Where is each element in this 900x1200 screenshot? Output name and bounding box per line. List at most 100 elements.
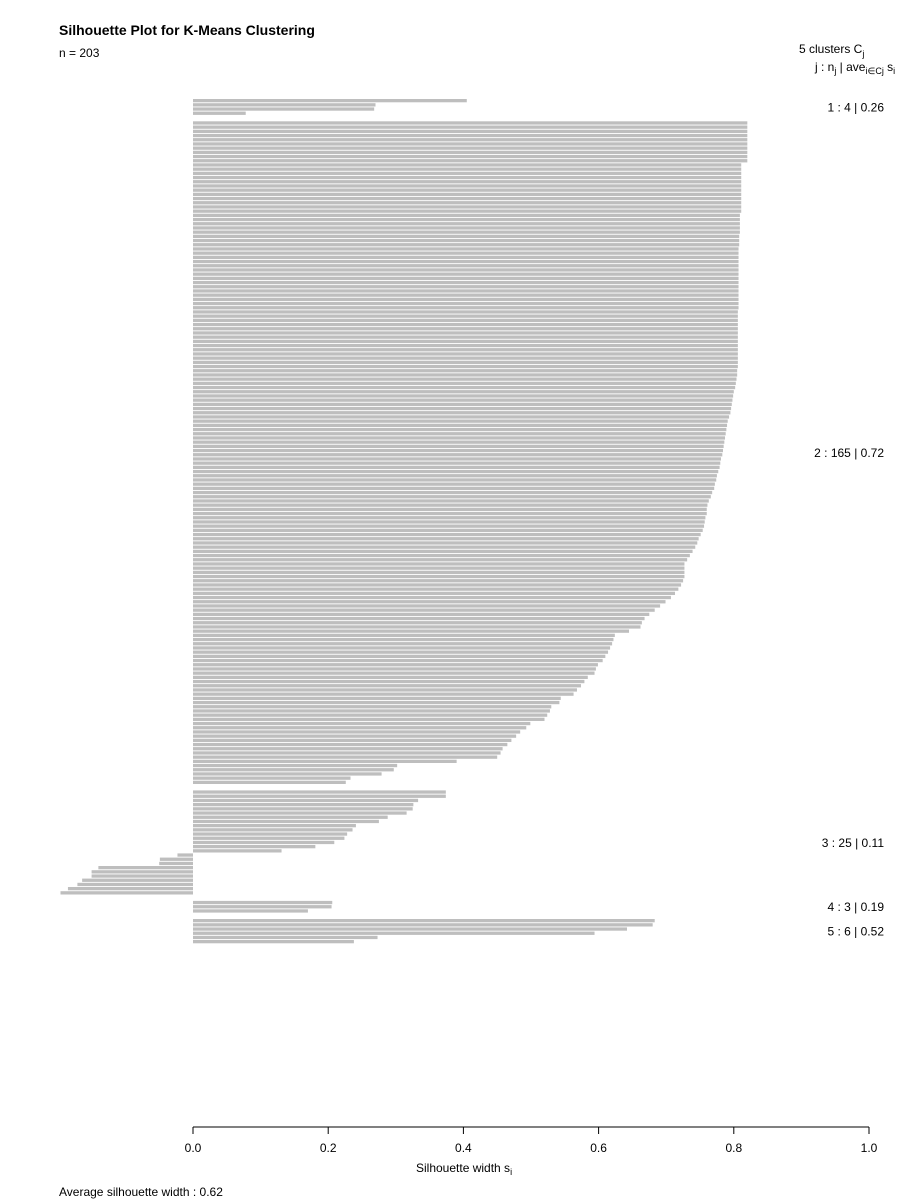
chart-subtitle: n = 203	[59, 46, 100, 60]
silhouette-bar	[193, 129, 748, 133]
silhouette-bar	[193, 600, 666, 604]
silhouette-bar	[193, 180, 742, 184]
silhouette-bar	[193, 268, 739, 272]
silhouette-bar	[193, 679, 585, 684]
silhouette-bar	[193, 558, 688, 562]
silhouette-bar	[193, 107, 375, 111]
x-tick-label: 0.6	[590, 1141, 607, 1155]
silhouette-bar	[193, 448, 723, 453]
silhouette-bar	[193, 612, 650, 616]
silhouette-bar	[193, 516, 706, 520]
silhouette-bar	[193, 111, 246, 115]
silhouette-bar	[193, 545, 696, 549]
silhouette-bar	[193, 923, 653, 927]
silhouette-bar	[193, 629, 630, 633]
silhouette-bar	[193, 734, 517, 738]
x-axis: 0.0 0.2 0.4 0.6 0.8 1.0	[185, 1126, 878, 1155]
silhouette-bar	[193, 327, 738, 331]
silhouette-bar	[193, 486, 715, 490]
silhouette-bar	[193, 836, 345, 840]
silhouette-bar	[193, 348, 738, 352]
silhouette-bar	[193, 511, 707, 516]
silhouette-bar	[193, 432, 726, 436]
silhouette-bar	[193, 507, 707, 511]
silhouette-bar	[159, 857, 193, 861]
silhouette-bar	[193, 759, 457, 763]
silhouette-bar	[193, 222, 740, 226]
silhouette-bar	[193, 167, 742, 171]
silhouette-bar	[193, 811, 407, 815]
legend-columns: j : nj | avei∈Cj si	[814, 60, 895, 76]
silhouette-bar	[193, 306, 739, 310]
silhouette-bar	[193, 343, 738, 348]
silhouette-bar	[193, 566, 685, 570]
silhouette-bar	[193, 461, 721, 465]
silhouette-bar	[193, 751, 501, 755]
silhouette-bar	[193, 621, 642, 625]
silhouette-bar	[193, 423, 728, 427]
silhouette-bar	[193, 402, 732, 406]
silhouette-bar	[193, 562, 685, 566]
silhouette-bar	[193, 444, 724, 448]
silhouette-bar	[193, 747, 503, 751]
silhouette-bar	[193, 440, 725, 444]
silhouette-bar	[193, 798, 419, 803]
silhouette-bar	[193, 453, 723, 457]
silhouette-bar	[193, 528, 703, 532]
silhouette-bar	[193, 633, 615, 637]
silhouette-bar	[193, 705, 552, 709]
silhouette-bar	[193, 251, 739, 255]
silhouette-bar	[193, 755, 498, 759]
silhouette-bar	[193, 322, 738, 327]
silhouette-bar	[82, 878, 193, 882]
silhouette-bar	[193, 616, 645, 621]
silhouette-bar	[193, 905, 332, 909]
silhouette-bar	[193, 272, 739, 276]
silhouette-bar	[193, 369, 738, 373]
silhouette-bar	[193, 293, 739, 297]
silhouette-bar	[193, 427, 727, 432]
silhouette-bar	[193, 192, 742, 196]
silhouette-bar	[193, 713, 548, 717]
silhouette-bar	[91, 870, 193, 874]
silhouette-bar	[193, 849, 282, 853]
x-tick-label: 0.8	[725, 1141, 742, 1155]
bar-group	[60, 99, 748, 944]
silhouette-bar	[193, 726, 527, 730]
silhouette-bar	[193, 390, 734, 394]
silhouette-bar	[193, 807, 413, 811]
silhouette-bar	[193, 209, 742, 213]
silhouette-bar	[193, 99, 467, 103]
silhouette-bar	[193, 503, 708, 507]
silhouette-bar	[193, 549, 693, 553]
silhouette-bar	[193, 608, 655, 612]
silhouette-bar	[193, 478, 717, 482]
average-silhouette-width: Average silhouette width : 0.62	[59, 1185, 223, 1199]
silhouette-bar	[193, 909, 308, 913]
silhouette-bar	[193, 579, 684, 583]
silhouette-bar	[193, 138, 748, 142]
cluster-label-5: 5 : 6 | 0.52	[828, 925, 885, 939]
silhouette-bar	[193, 815, 388, 819]
silhouette-bar	[193, 297, 739, 301]
silhouette-bar	[193, 646, 611, 650]
silhouette-bar	[193, 184, 742, 188]
silhouette-bar	[193, 553, 690, 558]
silhouette-bar	[193, 482, 715, 486]
silhouette-bar	[193, 927, 627, 931]
silhouette-bar	[193, 175, 742, 180]
cluster-label-4: 4 : 3 | 0.19	[828, 900, 885, 914]
silhouette-bar	[193, 935, 378, 940]
x-tick-label: 0.2	[320, 1141, 337, 1155]
silhouette-bar	[193, 394, 734, 398]
silhouette-bar	[193, 234, 740, 238]
silhouette-bar	[98, 866, 193, 870]
silhouette-bar	[193, 411, 731, 415]
silhouette-bar	[193, 692, 574, 696]
silhouette-bar	[193, 465, 720, 469]
silhouette-bar	[193, 595, 671, 600]
x-axis-label: Silhouette width si	[416, 1161, 512, 1177]
silhouette-bar	[193, 230, 740, 234]
silhouette-bar	[193, 289, 739, 293]
